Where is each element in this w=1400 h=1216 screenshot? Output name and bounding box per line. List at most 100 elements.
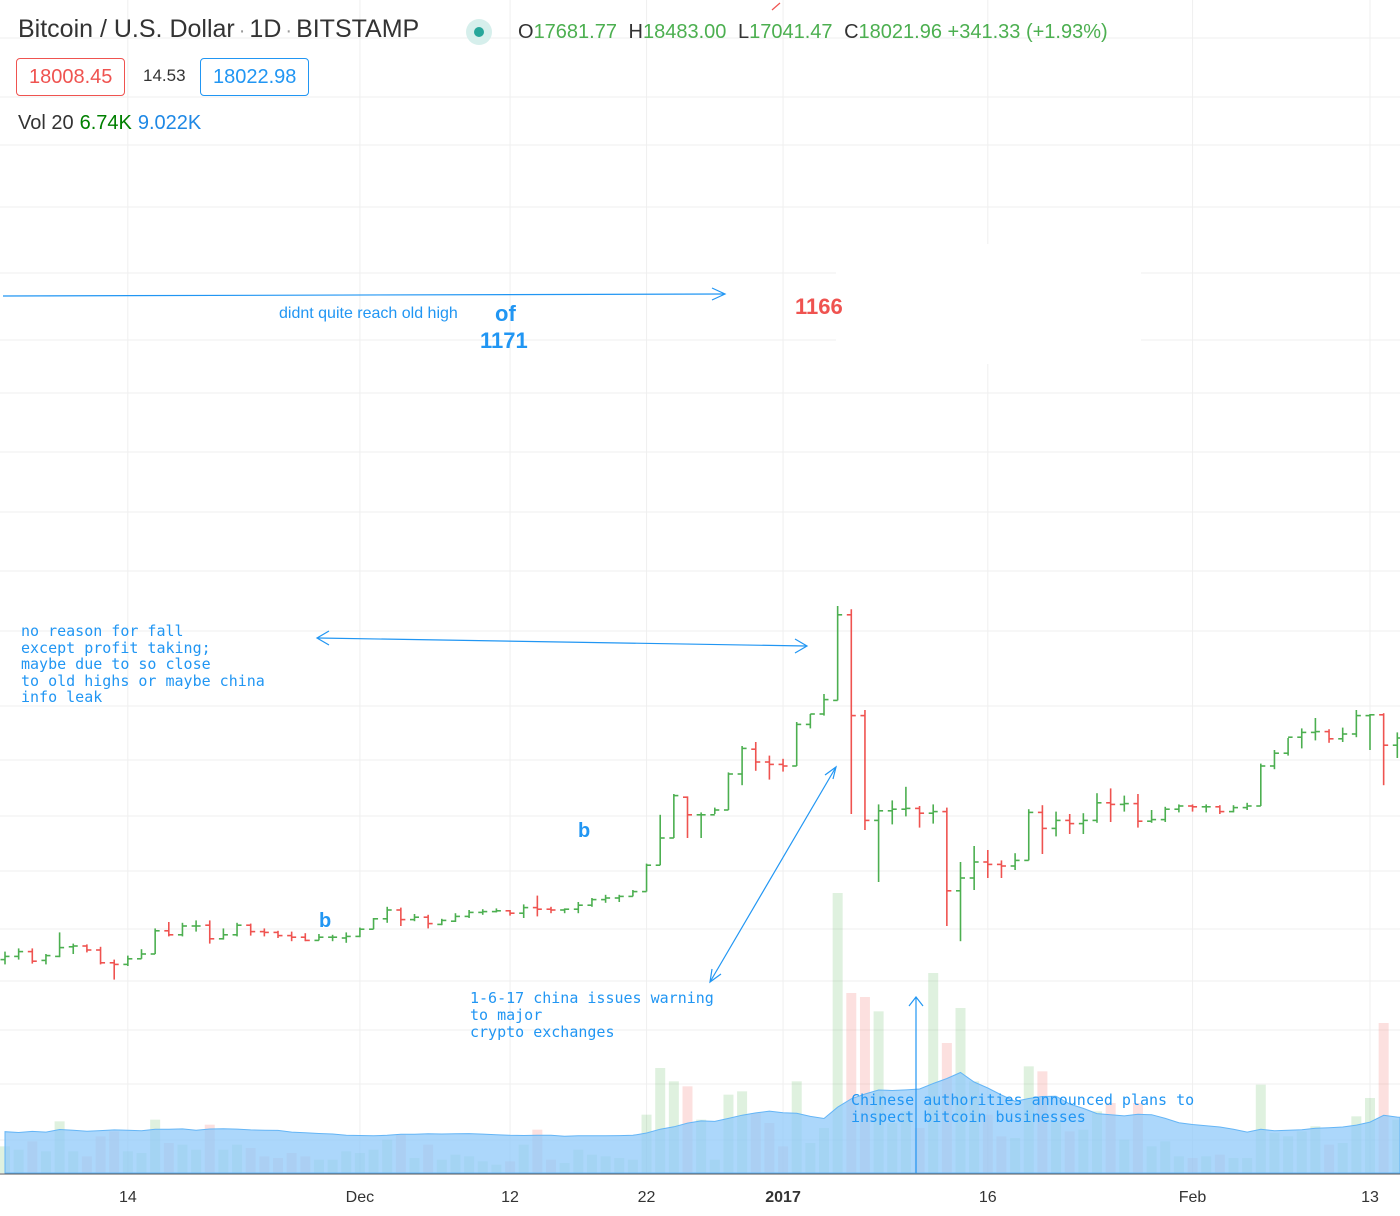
ohlc-bar (355, 927, 365, 938)
ohlc-bar (123, 955, 133, 966)
ohlc-bar (1147, 810, 1157, 823)
old-high-arrowhead (711, 287, 727, 301)
ohlc-bar (27, 948, 37, 964)
ohlc-bar (642, 863, 652, 893)
x-tick-label: 13 (1361, 1189, 1379, 1206)
ohlc-bar (696, 812, 706, 838)
ohlc-bar (1297, 728, 1307, 749)
ohlc-bars (0, 606, 1400, 980)
ohlc-bar (874, 804, 884, 882)
ohlc-bar (423, 914, 433, 929)
symbol-name: Bitcoin / U.S. Dollar (18, 15, 235, 43)
warning-arrowhead-bottom (709, 968, 722, 984)
china-plans-arrowhead (908, 996, 924, 1007)
ohlc-bar (1365, 713, 1375, 750)
ohlc-bar (1037, 805, 1047, 854)
ohlc-bar (1215, 805, 1225, 814)
warning-arrow-line (709, 766, 837, 983)
ohlc-bar (1269, 750, 1279, 770)
ohlc-bar (1310, 718, 1320, 741)
ohlc-bar (314, 934, 324, 942)
ohlc-bar (573, 902, 583, 914)
ohlc-bar (1174, 804, 1184, 813)
ohlc-bar (833, 606, 843, 702)
old-high-arrow-line (2, 293, 725, 297)
ohlc-bar (942, 807, 952, 926)
ohlc-bar (396, 907, 406, 926)
ohlc-bar (1256, 763, 1266, 807)
ohlc-bar (450, 913, 460, 923)
ohlc-bar (751, 742, 761, 771)
peak-value-label[interactable]: 1166 (795, 294, 843, 319)
chart-grid (0, 0, 1400, 1174)
ohlc-bar (68, 943, 78, 954)
ohlc-bar (300, 933, 310, 942)
ohlc-bar (969, 846, 979, 890)
blanked-region (836, 244, 1141, 364)
symbol-title[interactable]: Bitcoin / U.S. Dollar · 1D · BITSTAMP (18, 15, 420, 43)
warning-arrowhead-top (824, 765, 837, 780)
sell-button[interactable]: 18008.45 (16, 58, 126, 96)
ohlc-bar (928, 804, 938, 824)
ohlc-bar (1201, 804, 1211, 813)
volume-bar (859, 997, 870, 1173)
volume-ma-area (4, 1071, 1400, 1174)
x-tick-label: Feb (1178, 1189, 1207, 1206)
ohlc-bar (478, 909, 488, 915)
ohlc-bar (519, 904, 529, 918)
old-high-value[interactable]: 1171 (480, 328, 528, 353)
ohlc-bar (1024, 809, 1034, 862)
ohlc-bar (846, 609, 856, 814)
china-plans-note[interactable]: Chinese authorities announced plans to i… (851, 1091, 1195, 1126)
volume-value: 6.74K (79, 112, 132, 134)
x-tick-label: Dec (345, 1189, 375, 1206)
marker-b-1[interactable]: b (319, 910, 332, 932)
ohlc-bar (819, 694, 829, 716)
ohlc-bar (956, 862, 965, 942)
old-high-note[interactable]: didnt quite reach old high (279, 305, 458, 322)
ohlc-bar (1351, 710, 1361, 738)
volume-ma-value: 9.022K (137, 112, 202, 134)
ohlc-bar (1106, 788, 1116, 822)
ohlc-bar (560, 908, 570, 914)
ohlc-bar (232, 922, 242, 937)
ohlc-bar (55, 932, 65, 958)
ohlc-bar (1160, 806, 1170, 822)
ohlc-bar (587, 898, 597, 907)
ohlc-bar (792, 722, 802, 767)
no-reason-note[interactable]: no reason for fall except profit taking;… (21, 622, 265, 706)
ohlc-bar (246, 923, 256, 936)
ohlc-bar (1133, 794, 1143, 828)
marker-b-2[interactable]: b (578, 820, 591, 842)
ohlc-bar (1010, 853, 1020, 870)
ohlc-bar (601, 894, 611, 903)
old-high-of[interactable]: of (495, 301, 516, 326)
ohlc-bar (628, 890, 638, 898)
ohlc-bar (1338, 727, 1348, 742)
buy-button[interactable]: 18022.98 (200, 58, 310, 96)
volume-bar (655, 1068, 666, 1173)
volume-bar (846, 993, 857, 1173)
ohlc-bar (1051, 811, 1061, 837)
ohlc-bar (901, 786, 911, 817)
ohlc-bar (532, 895, 542, 917)
ohlc-bar (218, 928, 228, 940)
ohlc-bar (464, 910, 474, 918)
x-tick-label: 22 (637, 1189, 656, 1206)
ohlc-bar (96, 946, 106, 965)
x-tick-label: 14 (118, 1189, 137, 1206)
ohlc-bar (1283, 736, 1293, 756)
ohlc-bar (915, 806, 925, 828)
fall-arrowhead-right (794, 638, 809, 654)
ohlc-bar (655, 814, 665, 867)
ohlc-bar (328, 934, 338, 942)
ohlc-bar (887, 800, 897, 825)
volume-legend[interactable]: Vol 20 6.74K 9.022K (18, 112, 201, 135)
ohlc-bar (287, 931, 297, 942)
china-warning-note[interactable]: 1-6-17 china issues warning to major cry… (470, 989, 714, 1041)
ohlc-bar (1092, 793, 1102, 823)
volume-bar (1378, 1023, 1389, 1173)
ohlc-bar (1119, 795, 1129, 812)
ohlc-bar (737, 746, 747, 786)
